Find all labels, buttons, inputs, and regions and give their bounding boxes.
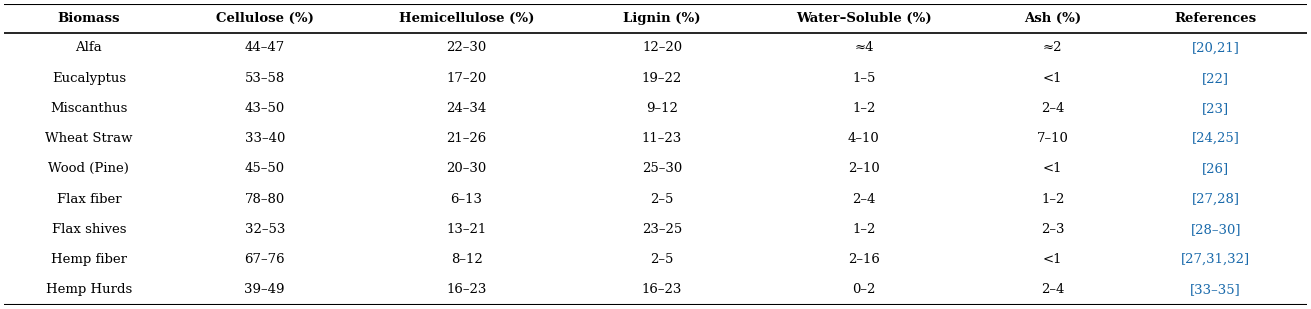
Text: [24,25]: [24,25]: [1192, 132, 1240, 145]
Text: 16–23: 16–23: [447, 283, 486, 296]
Text: 13–21: 13–21: [447, 223, 486, 236]
Text: Hemp Hurds: Hemp Hurds: [46, 283, 132, 296]
Text: 11–23: 11–23: [642, 132, 682, 145]
Text: 2–5: 2–5: [650, 193, 674, 205]
Text: Miscanthus: Miscanthus: [50, 102, 127, 115]
Text: 2–3: 2–3: [1041, 223, 1065, 236]
Text: [23]: [23]: [1202, 102, 1230, 115]
Text: 2–16: 2–16: [848, 253, 880, 266]
Text: 45–50: 45–50: [245, 162, 284, 175]
Text: 32–53: 32–53: [245, 223, 284, 236]
Text: 25–30: 25–30: [642, 162, 682, 175]
Text: 9–12: 9–12: [646, 102, 678, 115]
Text: 33–40: 33–40: [245, 132, 284, 145]
Text: 12–20: 12–20: [642, 41, 682, 54]
Text: 23–25: 23–25: [642, 223, 682, 236]
Text: Alfa: Alfa: [76, 41, 102, 54]
Text: Flax shives: Flax shives: [51, 223, 126, 236]
Text: 78–80: 78–80: [245, 193, 284, 205]
Text: 7–10: 7–10: [1037, 132, 1068, 145]
Text: 1–2: 1–2: [1041, 193, 1065, 205]
Text: 22–30: 22–30: [447, 41, 486, 54]
Text: 17–20: 17–20: [447, 72, 486, 85]
Text: 2–4: 2–4: [1041, 102, 1065, 115]
Text: Cellulose (%): Cellulose (%): [216, 12, 313, 25]
Text: 2–5: 2–5: [650, 253, 674, 266]
Text: [26]: [26]: [1202, 162, 1230, 175]
Text: 43–50: 43–50: [245, 102, 284, 115]
Text: Water–Soluble (%): Water–Soluble (%): [796, 12, 932, 25]
Text: 1–2: 1–2: [852, 223, 876, 236]
Text: Wood (Pine): Wood (Pine): [49, 162, 130, 175]
Text: 4–10: 4–10: [848, 132, 880, 145]
Text: Ash (%): Ash (%): [1024, 12, 1082, 25]
Text: References: References: [1175, 12, 1257, 25]
Text: [33–35]: [33–35]: [1190, 283, 1242, 296]
Text: 20–30: 20–30: [447, 162, 486, 175]
Text: 39–49: 39–49: [244, 283, 284, 296]
Text: 67–76: 67–76: [244, 253, 284, 266]
Text: Eucalyptus: Eucalyptus: [51, 72, 126, 85]
Text: 24–34: 24–34: [447, 102, 486, 115]
Text: 21–26: 21–26: [447, 132, 486, 145]
Text: 8–12: 8–12: [451, 253, 482, 266]
Text: Biomass: Biomass: [58, 12, 121, 25]
Text: 2–4: 2–4: [1041, 283, 1065, 296]
Text: ≈2: ≈2: [1044, 41, 1062, 54]
Text: <1: <1: [1044, 162, 1062, 175]
Text: Flax fiber: Flax fiber: [56, 193, 121, 205]
Text: 2–10: 2–10: [848, 162, 880, 175]
Text: 1–2: 1–2: [852, 102, 876, 115]
Text: [28–30]: [28–30]: [1190, 223, 1242, 236]
Text: 19–22: 19–22: [642, 72, 682, 85]
Text: 0–2: 0–2: [852, 283, 876, 296]
Text: 16–23: 16–23: [642, 283, 682, 296]
Text: [22]: [22]: [1202, 72, 1230, 85]
Text: [20,21]: [20,21]: [1192, 41, 1240, 54]
Text: 44–47: 44–47: [245, 41, 284, 54]
Text: 53–58: 53–58: [245, 72, 284, 85]
Text: 6–13: 6–13: [451, 193, 482, 205]
Text: <1: <1: [1044, 72, 1062, 85]
Text: 1–5: 1–5: [852, 72, 876, 85]
Text: Hemp fiber: Hemp fiber: [51, 253, 127, 266]
Text: Lignin (%): Lignin (%): [623, 12, 701, 25]
Text: [27,28]: [27,28]: [1192, 193, 1240, 205]
Text: Wheat Straw: Wheat Straw: [45, 132, 132, 145]
Text: ≈4: ≈4: [855, 41, 873, 54]
Text: <1: <1: [1044, 253, 1062, 266]
Text: 2–4: 2–4: [852, 193, 876, 205]
Text: [27,31,32]: [27,31,32]: [1181, 253, 1251, 266]
Text: Hemicellulose (%): Hemicellulose (%): [399, 12, 535, 25]
